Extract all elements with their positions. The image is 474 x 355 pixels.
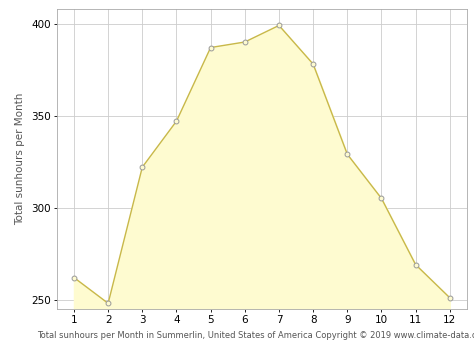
Y-axis label: Total sunhours per Month: Total sunhours per Month xyxy=(15,93,25,225)
X-axis label: Total sunhours per Month in Summerlin, United States of America Copyright © 2019: Total sunhours per Month in Summerlin, U… xyxy=(37,331,474,340)
